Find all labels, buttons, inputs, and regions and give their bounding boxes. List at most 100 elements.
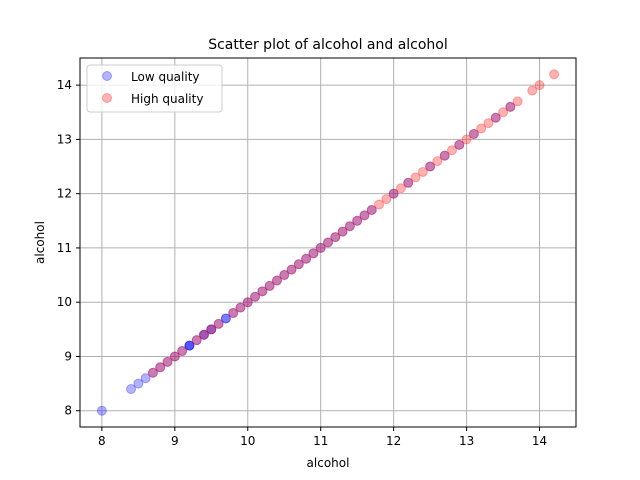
data-point-high-quality [366, 204, 377, 215]
data-point-high-quality [228, 308, 239, 319]
data-point-high-quality [432, 156, 443, 167]
data-point-high-quality [162, 356, 173, 367]
data-point-low-quality [242, 297, 253, 308]
data-point-low-quality [490, 112, 501, 123]
data-point-high-quality [447, 145, 457, 156]
data-point-high-quality [279, 270, 290, 281]
data-point-high-quality [374, 199, 385, 210]
data-point-high-quality [468, 128, 479, 139]
data-point-high-quality [147, 367, 158, 378]
data-point-high-quality [483, 118, 494, 129]
data-point-low-quality [140, 373, 151, 384]
legend-label-high-quality: High quality [131, 92, 203, 106]
x-tick-label: 12 [386, 434, 401, 448]
data-point-low-quality [206, 324, 217, 335]
data-point-low-quality [388, 188, 399, 199]
data-point-high-quality [381, 194, 392, 205]
data-point-low-quality [293, 259, 304, 270]
data-point-high-quality [505, 101, 516, 112]
legend-marker-low-quality [102, 71, 112, 81]
data-point-low-quality [96, 405, 107, 416]
data-point-low-quality [337, 226, 348, 237]
data-point-low-quality [184, 340, 195, 351]
data-point-low-quality [177, 346, 188, 357]
y-tick-label: 9 [64, 349, 72, 363]
data-point-low-quality [323, 237, 333, 248]
data-point-high-quality [549, 69, 560, 80]
data-point-high-quality [352, 215, 363, 226]
data-point-high-quality [490, 112, 501, 123]
data-point-high-quality [395, 183, 406, 194]
data-point-low-quality [344, 221, 355, 232]
data-point-high-quality [359, 210, 370, 221]
data-point-low-quality [286, 264, 297, 275]
data-point-high-quality [476, 123, 487, 134]
x-tick-label: 14 [532, 434, 547, 448]
x-axis-label: alcohol [307, 456, 350, 470]
data-point-high-quality [439, 150, 450, 161]
plot-frame [79, 57, 577, 428]
x-tick-label: 13 [459, 434, 474, 448]
legend-label-low-quality: Low quality [131, 70, 200, 84]
data-point-high-quality [403, 177, 414, 188]
data-point-low-quality [454, 139, 465, 150]
data-point-low-quality [301, 253, 312, 264]
data-point-low-quality [359, 210, 370, 221]
data-point-low-quality [213, 318, 224, 329]
legend-box [86, 64, 223, 113]
data-point-high-quality [512, 96, 523, 107]
data-point-high-quality [199, 329, 209, 340]
grid [80, 58, 576, 427]
data-point-low-quality [133, 378, 144, 389]
data-point-high-quality [169, 351, 180, 362]
data-point-low-quality [126, 384, 137, 395]
data-point-low-quality [169, 351, 180, 362]
y-tick-label: 14 [57, 78, 72, 92]
data-point-low-quality [279, 270, 290, 281]
data-point-high-quality [344, 221, 355, 232]
data-point-low-quality [228, 308, 239, 319]
data-point-low-quality [235, 302, 246, 313]
legend: Low quality High quality [86, 64, 223, 113]
x-tick-label: 8 [98, 434, 106, 448]
y-tick-label: 11 [57, 241, 72, 255]
data-points [96, 69, 560, 416]
data-point-high-quality [206, 324, 217, 335]
data-point-high-quality [337, 226, 348, 237]
data-point-high-quality [410, 172, 421, 183]
y-axis-label: alcohol [33, 221, 47, 264]
axis-ticks: 8 9 10 11 12 13 14 8 9 10 11 12 13 14 [57, 78, 547, 448]
data-point-low-quality [439, 150, 450, 161]
data-point-high-quality [308, 248, 319, 259]
data-point-low-quality [505, 101, 516, 112]
data-point-high-quality [242, 297, 253, 308]
data-point-low-quality [308, 248, 319, 259]
data-point-high-quality [315, 242, 326, 253]
data-point-low-quality [147, 367, 158, 378]
x-tick-label: 11 [313, 434, 328, 448]
data-point-low-quality [315, 242, 326, 253]
data-point-high-quality [235, 302, 246, 313]
data-point-low-quality [257, 286, 268, 297]
chart-title: Scatter plot of alcohol and alcohol [208, 37, 448, 53]
data-point-low-quality [330, 232, 341, 243]
data-point-low-quality [191, 335, 202, 346]
data-point-high-quality [461, 134, 472, 145]
data-point-high-quality [323, 237, 333, 248]
data-point-high-quality [191, 335, 202, 346]
data-point-low-quality [250, 291, 261, 302]
y-tick-label: 12 [57, 187, 72, 201]
data-point-low-quality [271, 275, 282, 286]
data-point-low-quality [403, 177, 414, 188]
data-point-high-quality [271, 275, 282, 286]
y-tick-label: 10 [57, 295, 72, 309]
data-point-high-quality [454, 139, 465, 150]
data-point-high-quality [498, 107, 509, 118]
data-point-low-quality [184, 340, 195, 351]
data-point-low-quality [425, 161, 436, 172]
data-point-high-quality [177, 346, 188, 357]
data-point-low-quality [220, 313, 231, 324]
data-point-low-quality [220, 313, 231, 324]
x-tick-label: 10 [240, 434, 255, 448]
